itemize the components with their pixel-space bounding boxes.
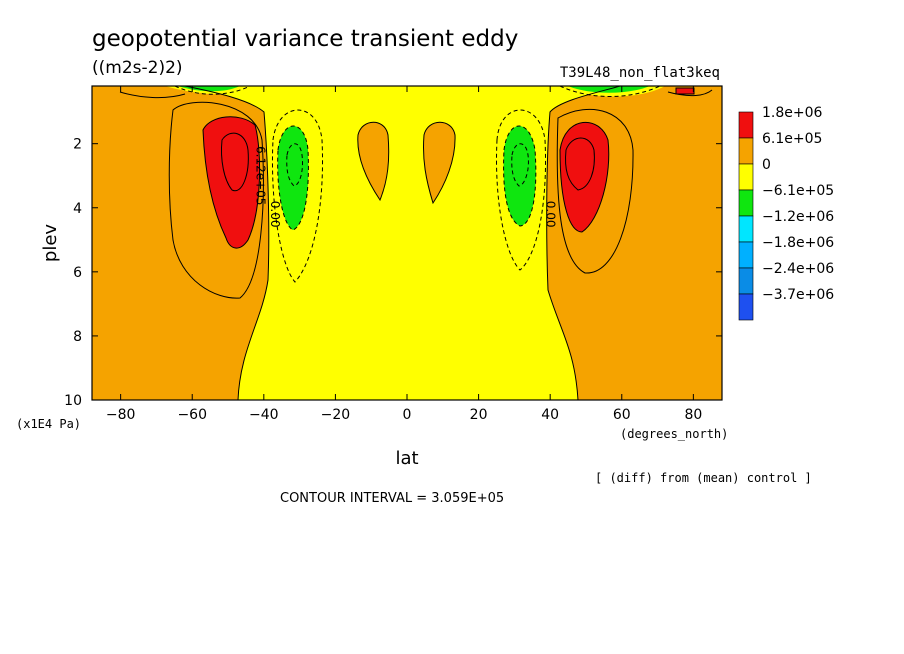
x-axis: −80 −60 −40 −20 0 20 40 60 80 xyxy=(106,86,702,423)
x-unit-label: (degrees_north) xyxy=(620,427,728,441)
legend-swatch xyxy=(738,215,754,243)
legend-label: −6.1e+05 xyxy=(762,183,834,199)
legend-label: −3.7e+06 xyxy=(762,287,834,303)
color-legend: 1.8e+06 6.1e+05 0 −6.1e+05 −1.2e+06 −1.8e+06 −… xyxy=(738,105,834,321)
chart-units: ((m2s-2)2) xyxy=(92,58,183,78)
plot-area xyxy=(91,85,723,401)
legend-swatch xyxy=(738,267,754,295)
y-tick-label: 10 xyxy=(64,393,82,409)
negative-contours xyxy=(174,86,661,283)
top-red-right xyxy=(676,88,694,94)
contour-lines xyxy=(119,86,713,400)
x-tick-label: −80 xyxy=(106,407,136,423)
y-tick-label: 2 xyxy=(73,137,82,153)
contour-label: 6.12e+05 xyxy=(254,146,268,205)
x-tick-label: 40 xyxy=(541,407,559,423)
legend-label: 1.8e+06 xyxy=(762,105,823,121)
chart-title: geopotential variance transient eddy xyxy=(92,26,518,52)
legend-label: 0 xyxy=(762,157,771,173)
legend-label: 6.1e+05 xyxy=(762,131,822,147)
x-tick-label: −60 xyxy=(177,407,207,423)
x-tick-label: −20 xyxy=(321,407,351,423)
legend-label: −1.8e+06 xyxy=(762,235,834,251)
x-tick-label: 60 xyxy=(613,407,631,423)
legend-swatch xyxy=(738,111,754,139)
orange-cell-left xyxy=(357,122,389,200)
y-axis-label: plev xyxy=(40,224,61,263)
diff-note: [ (diff) from (mean) control ] xyxy=(595,471,812,485)
x-axis-label: lat xyxy=(395,448,418,469)
y-tick-label: 4 xyxy=(73,201,82,217)
run-label: T39L48_non_flat3keq xyxy=(560,65,720,81)
y-tick-label: 8 xyxy=(73,329,82,345)
legend-swatch xyxy=(738,241,754,269)
contour-label: 0.00 xyxy=(268,201,282,228)
contour-interval: CONTOUR INTERVAL = 3.059E+05 xyxy=(280,491,504,506)
orange-cell-right xyxy=(423,122,456,203)
y-axis: 2 4 6 8 10 xyxy=(64,137,722,409)
legend-swatch xyxy=(738,163,754,191)
y-tick-label: 6 xyxy=(73,265,82,281)
legend-swatch xyxy=(738,189,754,217)
legend-label: −1.2e+06 xyxy=(762,209,834,225)
green-min-left xyxy=(277,126,309,230)
legend-swatch xyxy=(738,137,754,165)
contour-label: 0.00 xyxy=(544,201,558,228)
x-tick-label: 80 xyxy=(684,407,702,423)
green-min-right xyxy=(503,126,536,226)
red-max-right xyxy=(560,122,609,232)
x-tick-label: 20 xyxy=(470,407,488,423)
contour-labels: 6.12e+050.00 0.00 xyxy=(254,146,558,228)
legend-swatch xyxy=(738,293,754,321)
x-tick-label: 0 xyxy=(403,407,412,423)
y-unit-label: (x1E4 Pa) xyxy=(16,417,81,431)
legend-label: −2.4e+06 xyxy=(762,261,834,277)
x-tick-label: −40 xyxy=(249,407,279,423)
